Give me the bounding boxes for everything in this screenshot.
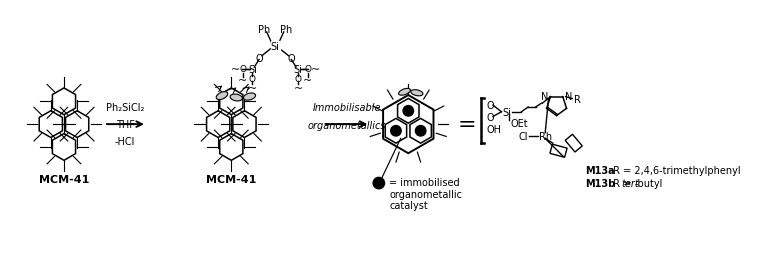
Text: Ph: Ph <box>258 25 270 35</box>
Text: O: O <box>304 65 311 74</box>
Ellipse shape <box>230 95 242 102</box>
Text: organometallics: organometallics <box>307 121 386 131</box>
Text: OEt: OEt <box>510 119 527 129</box>
Text: MCM-41: MCM-41 <box>39 174 89 185</box>
Text: Si: Si <box>293 65 303 75</box>
Text: organometallic: organometallic <box>389 189 463 199</box>
Text: tert: tert <box>621 178 639 188</box>
Circle shape <box>391 126 401 136</box>
Text: Immobilisable: Immobilisable <box>312 102 381 112</box>
Text: Rh: Rh <box>539 131 552 141</box>
Text: ~: ~ <box>239 76 248 86</box>
Text: M13a: M13a <box>585 165 615 175</box>
Text: -butyl: -butyl <box>635 178 663 188</box>
Text: N: N <box>565 91 572 101</box>
Ellipse shape <box>216 92 228 100</box>
Text: ~: ~ <box>248 84 257 94</box>
Text: O: O <box>255 53 263 63</box>
Circle shape <box>373 178 385 189</box>
Ellipse shape <box>244 93 255 101</box>
Text: Si: Si <box>248 65 257 75</box>
Text: THF: THF <box>116 120 134 130</box>
Text: ~: ~ <box>310 65 320 75</box>
Text: ~: ~ <box>293 84 303 94</box>
Ellipse shape <box>399 89 411 96</box>
Text: Si: Si <box>271 42 280 52</box>
Text: = immobilised: = immobilised <box>389 177 460 187</box>
Text: O: O <box>287 53 295 63</box>
Text: Cl: Cl <box>519 131 528 141</box>
Circle shape <box>403 106 414 117</box>
Text: Ph: Ph <box>280 25 293 35</box>
Ellipse shape <box>411 90 423 97</box>
Text: Si: Si <box>502 107 511 117</box>
Text: MCM-41: MCM-41 <box>207 174 257 185</box>
Text: R: R <box>574 94 581 104</box>
Text: OH: OH <box>486 124 501 134</box>
Text: O: O <box>294 75 302 84</box>
Text: R =: R = <box>610 178 634 188</box>
Text: ~: ~ <box>231 65 240 75</box>
Text: ~: ~ <box>303 76 312 86</box>
Text: N: N <box>541 91 549 101</box>
Text: catalyst: catalyst <box>389 200 428 210</box>
Text: =: = <box>458 115 476 135</box>
Text: Ph₂SiCl₂: Ph₂SiCl₂ <box>106 102 144 112</box>
Text: O: O <box>239 65 246 74</box>
Text: O: O <box>249 75 256 84</box>
Text: R = 2,4,6-trimethylphenyl: R = 2,4,6-trimethylphenyl <box>610 165 741 175</box>
Text: O: O <box>486 112 494 122</box>
Text: M13b: M13b <box>585 178 616 188</box>
Text: -HCl: -HCl <box>115 136 135 146</box>
Text: O: O <box>486 101 494 111</box>
Circle shape <box>415 126 426 136</box>
